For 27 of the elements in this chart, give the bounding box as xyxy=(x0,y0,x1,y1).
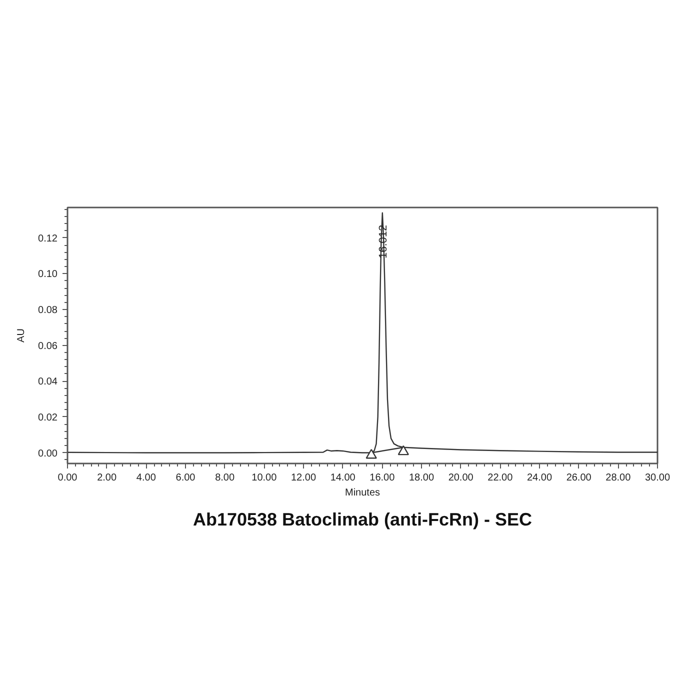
x-tick-label: 6.00 xyxy=(176,472,196,484)
x-tick-label: 30.00 xyxy=(644,472,670,484)
y-tick-label: 0.12 xyxy=(38,233,58,244)
x-tick-label: 10.00 xyxy=(252,472,278,484)
x-tick-label: 2.00 xyxy=(97,472,118,484)
y-tick-label: 0.10 xyxy=(38,269,58,280)
x-tick-label: 20.00 xyxy=(448,472,474,484)
y-tick-label: 0.04 xyxy=(38,376,58,388)
text: Ab170538 Batoclimab (anti-FcRn) - SEC xyxy=(192,510,532,530)
x-tick-label: 26.00 xyxy=(566,472,592,484)
y-axis-title: AU xyxy=(16,328,28,342)
x-tick-label: 4.00 xyxy=(136,472,156,484)
x-tick-label: 18.00 xyxy=(408,472,434,484)
x-tick-label: 0.00 xyxy=(58,472,78,484)
x-axis-title: Minutes xyxy=(344,488,380,498)
y-tick-label: 0.08 xyxy=(38,305,58,316)
x-tick-label: 22.00 xyxy=(488,472,514,484)
y-tick-label: 0.00 xyxy=(38,448,58,460)
x-tick-label: 14.00 xyxy=(330,472,356,484)
x-tick-label: 28.00 xyxy=(606,472,632,484)
y-tick-label: 0.02 xyxy=(38,412,58,424)
x-tick-label: 16.00 xyxy=(370,472,396,484)
x-tick-label: 8.00 xyxy=(215,472,236,484)
y-tick-label: 0.06 xyxy=(38,340,58,352)
annotation: 16.012 xyxy=(377,224,390,259)
x-tick-label: 12.00 xyxy=(290,472,316,484)
x-tick-label: 24.00 xyxy=(526,472,552,484)
